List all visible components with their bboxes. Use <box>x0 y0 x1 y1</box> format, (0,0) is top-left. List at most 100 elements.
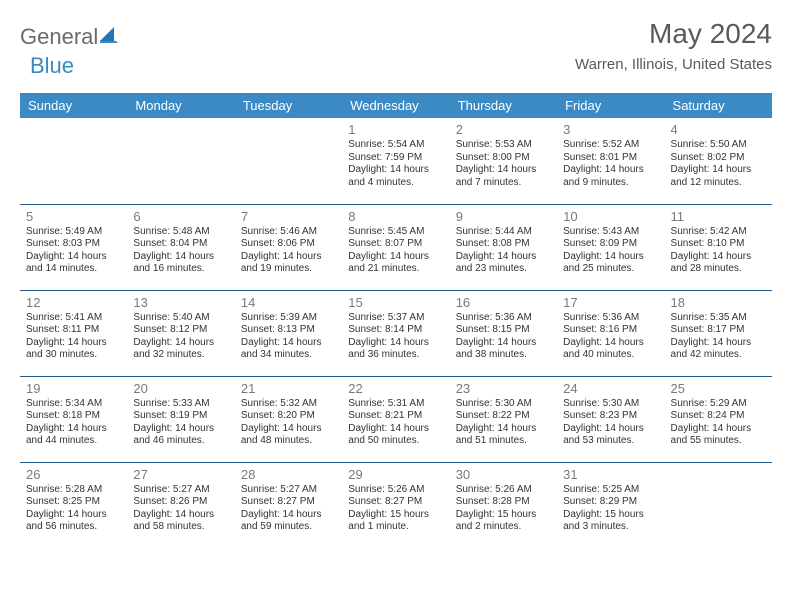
calendar-cell: 31 Sunrise: 5:25 AMSunset: 8:29 PMDayligh… <box>557 462 664 548</box>
sunrise-line: Sunrise: 5:33 AM <box>133 398 228 411</box>
weekday-wednesday: Wednesday <box>342 93 449 118</box>
daylight-line: Daylight: 15 hours and 3 minutes. <box>563 509 658 534</box>
logo: General <box>20 18 120 50</box>
daylight-line: Daylight: 14 hours and 44 minutes. <box>26 423 121 448</box>
sunset-line: Sunset: 8:25 PM <box>26 496 121 509</box>
daylight-line: Daylight: 14 hours and 50 minutes. <box>348 423 443 448</box>
sunrise-line: Sunrise: 5:31 AM <box>348 398 443 411</box>
daylight-line: Daylight: 14 hours and 51 minutes. <box>456 423 551 448</box>
day-info: Sunrise: 5:50 AMSunset: 8:02 PMDaylight:… <box>671 139 766 189</box>
sunrise-line: Sunrise: 5:52 AM <box>563 139 658 152</box>
sunset-line: Sunset: 8:19 PM <box>133 410 228 423</box>
day-info: Sunrise: 5:41 AMSunset: 8:11 PMDaylight:… <box>26 312 121 362</box>
weekday-sunday: Sunday <box>20 93 127 118</box>
day-info: Sunrise: 5:43 AMSunset: 8:09 PMDaylight:… <box>563 226 658 276</box>
sunset-line: Sunset: 8:15 PM <box>456 324 551 337</box>
daylight-line: Daylight: 14 hours and 40 minutes. <box>563 337 658 362</box>
calendar-cell: 20 Sunrise: 5:33 AMSunset: 8:19 PMDayligh… <box>127 376 234 462</box>
sunrise-line: Sunrise: 5:43 AM <box>563 226 658 239</box>
day-number: 20 <box>133 381 228 396</box>
day-info: Sunrise: 5:39 AMSunset: 8:13 PMDaylight:… <box>241 312 336 362</box>
daylight-line: Daylight: 14 hours and 59 minutes. <box>241 509 336 534</box>
day-number: 31 <box>563 467 658 482</box>
calendar-cell: 15 Sunrise: 5:37 AMSunset: 8:14 PMDayligh… <box>342 290 449 376</box>
sunset-line: Sunset: 8:09 PM <box>563 238 658 251</box>
daylight-line: Daylight: 14 hours and 30 minutes. <box>26 337 121 362</box>
sunrise-line: Sunrise: 5:35 AM <box>671 312 766 325</box>
day-number: 7 <box>241 209 336 224</box>
sunrise-line: Sunrise: 5:27 AM <box>241 484 336 497</box>
day-info: Sunrise: 5:53 AMSunset: 8:00 PMDaylight:… <box>456 139 551 189</box>
sunrise-line: Sunrise: 5:29 AM <box>671 398 766 411</box>
calendar-body: 1 Sunrise: 5:54 AMSunset: 7:59 PMDaylight… <box>20 118 772 548</box>
sunrise-line: Sunrise: 5:44 AM <box>456 226 551 239</box>
day-number: 27 <box>133 467 228 482</box>
calendar-cell: 6Sunrise: 5:48 AMSunset: 8:04 PMDaylight… <box>127 204 234 290</box>
logo-text-blue: Blue <box>30 53 74 79</box>
day-info: Sunrise: 5:33 AMSunset: 8:19 PMDaylight:… <box>133 398 228 448</box>
sunset-line: Sunset: 8:00 PM <box>456 152 551 165</box>
daylight-line: Daylight: 14 hours and 34 minutes. <box>241 337 336 362</box>
sunrise-line: Sunrise: 5:26 AM <box>456 484 551 497</box>
day-info: Sunrise: 5:36 AMSunset: 8:16 PMDaylight:… <box>563 312 658 362</box>
sunset-line: Sunset: 8:26 PM <box>133 496 228 509</box>
sunrise-line: Sunrise: 5:28 AM <box>26 484 121 497</box>
sunrise-line: Sunrise: 5:36 AM <box>456 312 551 325</box>
day-number: 30 <box>456 467 551 482</box>
day-number: 15 <box>348 295 443 310</box>
sunset-line: Sunset: 8:07 PM <box>348 238 443 251</box>
calendar-cell: 8Sunrise: 5:45 AMSunset: 8:07 PMDaylight… <box>342 204 449 290</box>
daylight-line: Daylight: 14 hours and 58 minutes. <box>133 509 228 534</box>
daylight-line: Daylight: 14 hours and 36 minutes. <box>348 337 443 362</box>
daylight-line: Daylight: 14 hours and 42 minutes. <box>671 337 766 362</box>
day-info: Sunrise: 5:44 AMSunset: 8:08 PMDaylight:… <box>456 226 551 276</box>
day-number: 3 <box>563 122 658 137</box>
day-number: 18 <box>671 295 766 310</box>
sunset-line: Sunset: 8:27 PM <box>348 496 443 509</box>
calendar-cell: 19Sunrise: 5:34 AMSunset: 8:18 PMDayligh… <box>20 376 127 462</box>
calendar-cell: 17Sunrise: 5:36 AMSunset: 8:16 PMDayligh… <box>557 290 664 376</box>
calendar-cell: 14Sunrise: 5:39 AMSunset: 8:13 PMDayligh… <box>235 290 342 376</box>
day-number: 25 <box>671 381 766 396</box>
calendar-cell: 1 Sunrise: 5:54 AMSunset: 7:59 PMDaylight… <box>342 118 449 204</box>
day-info: Sunrise: 5:54 AMSunset: 7:59 PMDaylight:… <box>348 139 443 189</box>
sunrise-line: Sunrise: 5:26 AM <box>348 484 443 497</box>
day-number: 1 <box>348 122 443 137</box>
daylight-line: Daylight: 14 hours and 25 minutes. <box>563 251 658 276</box>
calendar-cell <box>235 118 342 204</box>
sunset-line: Sunset: 8:23 PM <box>563 410 658 423</box>
weekday-header-row: SundayMondayTuesdayWednesdayThursdayFrid… <box>20 93 772 118</box>
calendar-cell: 10Sunrise: 5:43 AMSunset: 8:09 PMDayligh… <box>557 204 664 290</box>
day-info: Sunrise: 5:25 AMSunset: 8:29 PMDaylight:… <box>563 484 658 534</box>
day-info: Sunrise: 5:36 AMSunset: 8:15 PMDaylight:… <box>456 312 551 362</box>
calendar-cell: 9 Sunrise: 5:44 AMSunset: 8:08 PMDaylight… <box>450 204 557 290</box>
title-block: May 2024 Warren, Illinois, United States <box>575 18 772 73</box>
sunrise-line: Sunrise: 5:37 AM <box>348 312 443 325</box>
day-number: 22 <box>348 381 443 396</box>
day-number: 19 <box>26 381 121 396</box>
day-number: 29 <box>348 467 443 482</box>
sunrise-line: Sunrise: 5:45 AM <box>348 226 443 239</box>
sunset-line: Sunset: 7:59 PM <box>348 152 443 165</box>
sunset-line: Sunset: 8:11 PM <box>26 324 121 337</box>
day-number: 5 <box>26 209 121 224</box>
sunset-line: Sunset: 8:24 PM <box>671 410 766 423</box>
logo-sail-icon <box>100 27 118 48</box>
daylight-line: Daylight: 14 hours and 9 minutes. <box>563 164 658 189</box>
day-number: 12 <box>26 295 121 310</box>
sunset-line: Sunset: 8:14 PM <box>348 324 443 337</box>
sunrise-line: Sunrise: 5:48 AM <box>133 226 228 239</box>
sunrise-line: Sunrise: 5:53 AM <box>456 139 551 152</box>
day-number: 9 <box>456 209 551 224</box>
sunrise-line: Sunrise: 5:30 AM <box>456 398 551 411</box>
daylight-line: Daylight: 15 hours and 2 minutes. <box>456 509 551 534</box>
sunset-line: Sunset: 8:01 PM <box>563 152 658 165</box>
calendar-cell: 21Sunrise: 5:32 AMSunset: 8:20 PMDayligh… <box>235 376 342 462</box>
location-label: Warren, Illinois, United States <box>575 56 772 73</box>
daylight-line: Daylight: 15 hours and 1 minute. <box>348 509 443 534</box>
sunset-line: Sunset: 8:21 PM <box>348 410 443 423</box>
day-info: Sunrise: 5:48 AMSunset: 8:04 PMDaylight:… <box>133 226 228 276</box>
day-number: 16 <box>456 295 551 310</box>
sunset-line: Sunset: 8:10 PM <box>671 238 766 251</box>
sunrise-line: Sunrise: 5:39 AM <box>241 312 336 325</box>
